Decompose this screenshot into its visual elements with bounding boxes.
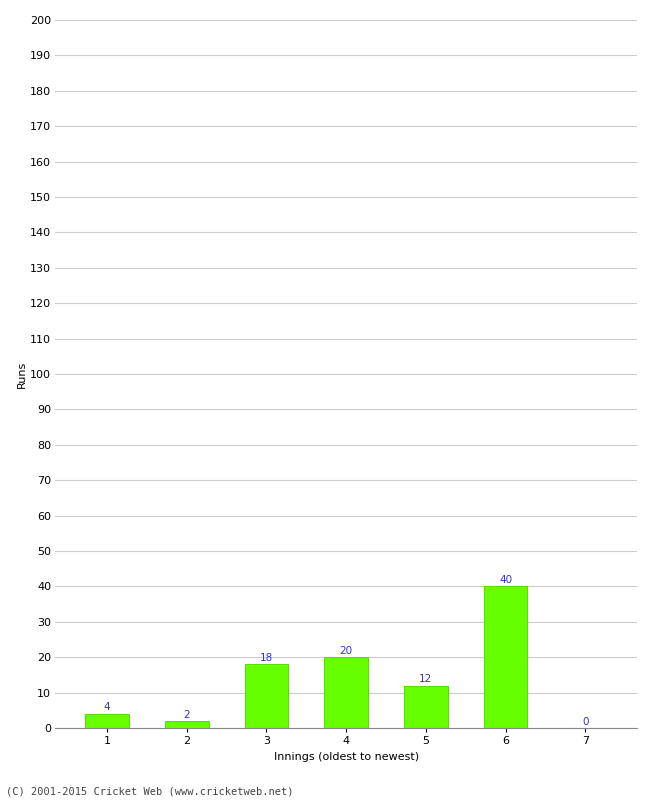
Text: 2: 2 [183,710,190,719]
Text: 40: 40 [499,575,512,585]
Bar [404,686,448,728]
Bar [324,658,368,728]
Bar [244,664,289,728]
Bar [165,721,209,728]
Y-axis label: Runs: Runs [17,360,27,388]
Text: 0: 0 [582,717,588,726]
Text: 20: 20 [339,646,353,656]
Text: 18: 18 [260,653,273,663]
X-axis label: Innings (oldest to newest): Innings (oldest to newest) [274,752,419,762]
Text: (C) 2001-2015 Cricket Web (www.cricketweb.net): (C) 2001-2015 Cricket Web (www.cricketwe… [6,786,294,796]
Bar [85,714,129,728]
Text: 4: 4 [104,702,110,713]
Bar [484,586,527,728]
Text: 12: 12 [419,674,432,684]
